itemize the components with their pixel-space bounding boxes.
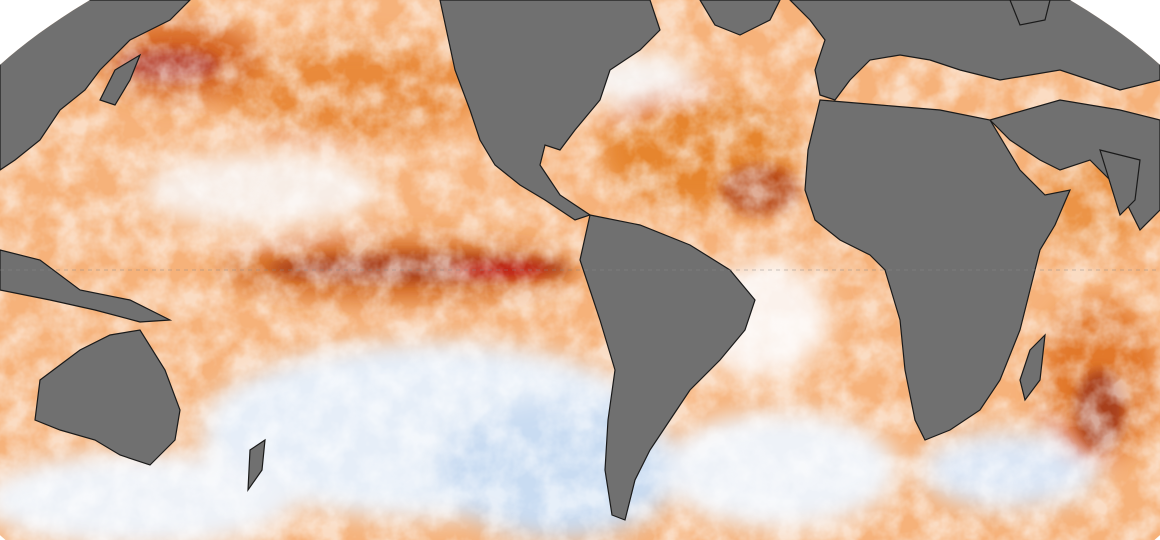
greenland: [698, 0, 781, 36]
indonesia: [0, 249, 173, 323]
east-asia: [0, 0, 192, 172]
arabia-asia: [988, 99, 1160, 232]
europe: [788, 0, 1160, 101]
new-zealand: [247, 438, 266, 493]
madagascar: [1019, 333, 1046, 402]
north-america: [439, 0, 661, 221]
japan: [99, 53, 142, 106]
australia: [34, 329, 181, 466]
antarctic-peninsula: [1009, 0, 1051, 26]
india: [1099, 149, 1141, 217]
south-america: [579, 214, 756, 521]
